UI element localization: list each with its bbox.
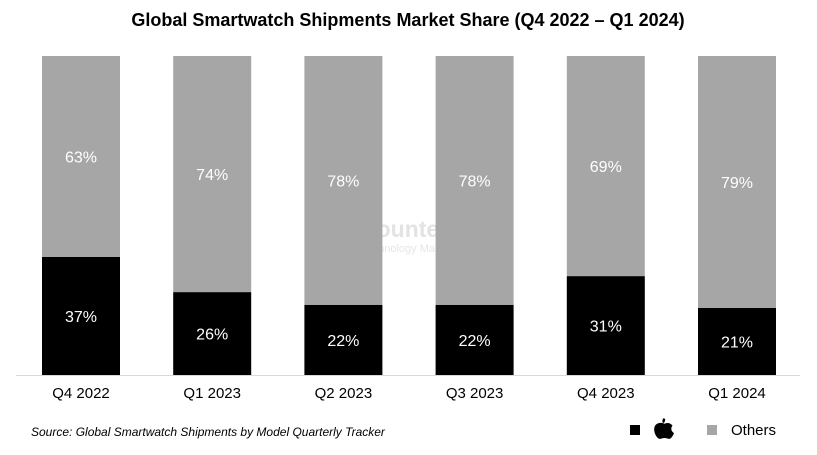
x-tick-label: Q2 2023 <box>315 385 373 402</box>
bar-apple-q4-2022 <box>42 257 120 375</box>
data-label-others: 78% <box>327 173 359 190</box>
x-tick-label: Q1 2024 <box>708 385 766 402</box>
data-label-apple: 31% <box>590 319 622 336</box>
data-label-apple: 37% <box>65 309 97 326</box>
x-tick-label: Q4 2022 <box>52 385 110 402</box>
data-label-others: 63% <box>65 150 97 167</box>
legend-swatch-apple <box>630 425 640 435</box>
bar-others-q2-2023 <box>304 56 383 305</box>
bar-labels-group: 37% 63% 26% 74% 22% 78% 22% 78% 31% 69% 21% 79% <box>65 150 753 352</box>
bar-others-q3-2023 <box>435 56 514 305</box>
data-label-others: 78% <box>459 173 491 190</box>
bar-apple-q4-2023 <box>566 276 645 375</box>
x-tick-label: Q1 2023 <box>183 385 241 402</box>
x-tick-label: Q3 2023 <box>446 385 504 402</box>
data-label-others: 69% <box>590 159 622 176</box>
bar-apple-q3-2023 <box>435 304 514 375</box>
bar-others-q4-2022 <box>42 56 120 257</box>
bar-apple-q1-2023 <box>173 292 252 375</box>
apple-logo-icon <box>654 418 674 439</box>
x-tick-labels: Q4 2022 Q1 2023 Q2 2023 Q3 2023 Q4 2023 Q1 20… <box>52 385 766 402</box>
bars-group <box>42 56 776 375</box>
data-label-others: 79% <box>721 175 753 192</box>
source-note: Source: Global Smartwatch Shipments by M… <box>31 425 386 439</box>
x-tick-label: Q4 2023 <box>577 385 635 402</box>
legend: Others <box>630 418 776 439</box>
data-label-apple: 26% <box>196 327 228 344</box>
bar-others-q1-2023 <box>173 56 252 293</box>
bar-others-q4-2023 <box>566 56 645 277</box>
data-label-apple: 21% <box>721 335 753 352</box>
legend-swatch-others <box>707 425 717 435</box>
chart-title: Global Smartwatch Shipments Market Share… <box>131 10 684 30</box>
data-label-apple: 22% <box>327 333 359 350</box>
data-label-others: 74% <box>196 167 228 184</box>
legend-label-others: Others <box>731 422 776 439</box>
bar-apple-q2-2023 <box>304 304 383 375</box>
bar-apple-q1-2024 <box>698 308 776 375</box>
bar-others-q1-2024 <box>698 56 776 308</box>
data-label-apple: 22% <box>459 333 491 350</box>
